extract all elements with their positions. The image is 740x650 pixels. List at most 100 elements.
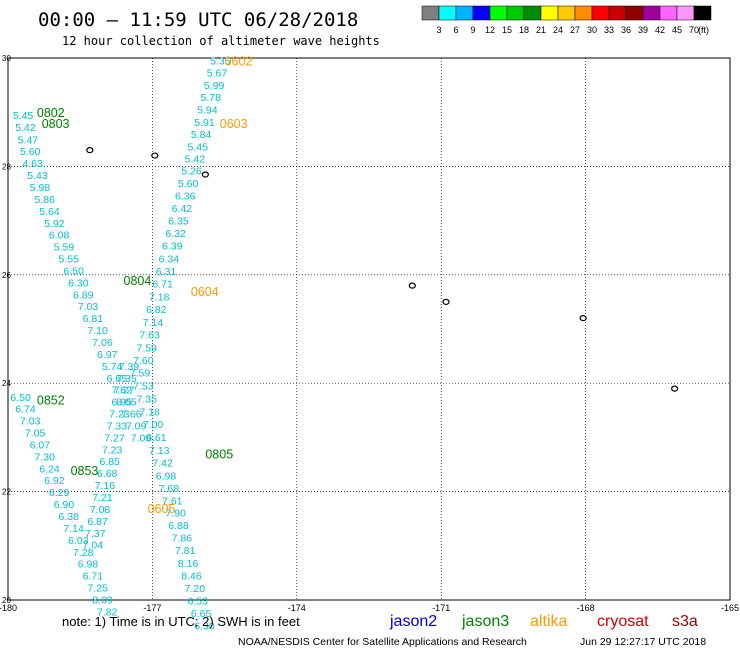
wave-height-point: 6.30 (68, 277, 89, 289)
wave-height-point: 6.31 (156, 266, 177, 278)
colorbar-tick: 15 (502, 25, 512, 35)
island-mark (408, 282, 416, 289)
wave-height-point: 6.97 (97, 349, 118, 361)
y-tick-label: 26 (2, 271, 11, 280)
track-time-label: 0603 (220, 117, 248, 131)
wave-height-point: 6.53 (188, 596, 209, 608)
footer-note: note: 1) Time is in UTC; 2) SWH is in fe… (62, 614, 300, 629)
colorbar-tick: 42 (655, 25, 665, 35)
wave-height-point: 7.16 (95, 480, 116, 492)
wave-height-point: 7.30 (34, 451, 55, 463)
colorbar-swatch (676, 5, 695, 21)
colorbar-tick: 24 (553, 25, 563, 35)
wave-height-point: 6.61 (146, 432, 167, 444)
wave-height-point: 7.18 (149, 291, 170, 303)
wave-height-point: 5.43 (27, 170, 48, 182)
wave-height-point: 7.27 (114, 385, 135, 397)
wave-height-point: 7.04 (83, 540, 104, 552)
wave-height-point: 5.42 (15, 122, 36, 134)
colorbar-swatch (659, 5, 678, 21)
wave-height-point: 6.32 (165, 228, 186, 240)
colorbar-swatch (693, 5, 712, 21)
map-grid (7, 57, 731, 601)
legend-cryosat: cryosat (597, 613, 649, 630)
colorbar-swatch (642, 5, 661, 21)
wave-height-point: 8.46 (181, 571, 202, 583)
plot-frame (7, 57, 731, 601)
wave-height-point: 5.99 (204, 80, 225, 92)
wave-height-point: 7.08 (90, 504, 111, 516)
colorbar-tick: 21 (536, 25, 546, 35)
wave-height-point: 6.34 (159, 254, 180, 266)
wave-height-point: 5.78 (201, 92, 222, 104)
chart-subtitle: 12 hour collection of altimeter wave hei… (62, 34, 380, 48)
colorbar-tick: 9 (470, 25, 475, 35)
colorbar-unit: (ft) (698, 25, 709, 35)
colorbar-tick: 33 (604, 25, 614, 35)
y-tick-label: 24 (2, 379, 11, 388)
wave-height-point: 7.61 (162, 495, 183, 507)
colorbar-tick: 39 (638, 25, 648, 35)
track-time-label: 0804 (124, 274, 152, 288)
wave-height-point: 6.29 (49, 487, 70, 499)
wave-height-point: 6.74 (15, 404, 36, 416)
colorbar-tick: 18 (519, 25, 529, 35)
wave-height-point: 5.42 (185, 153, 206, 165)
legend-s3a: s3a (672, 613, 698, 630)
wave-height-point: 7.18 (139, 406, 160, 418)
wave-height-point: 6.85 (99, 456, 120, 468)
wave-height-point: 7.06 (92, 337, 113, 349)
wave-height-point: 5.55 (59, 254, 80, 266)
colorbar-swatch (608, 5, 627, 21)
island-mark (671, 385, 679, 392)
wave-height-point: 7.00 (143, 419, 164, 431)
wave-height-point: 6.38 (59, 511, 80, 523)
colorbar-tick: 3 (436, 25, 441, 35)
wave-height-point: 7.10 (87, 325, 108, 337)
wave-height-point: 6.30 (194, 620, 215, 632)
island-mark (151, 152, 159, 159)
island-mark (442, 298, 450, 305)
wave-height-point: 7.37 (85, 528, 106, 540)
x-tick-label: -180 (0, 603, 17, 613)
y-tick-label: 22 (2, 488, 11, 497)
wave-height-point: 7.81 (175, 545, 196, 557)
colorbar-swatch (489, 5, 508, 21)
wave-height-point: 6.39 (162, 241, 183, 253)
wave-height-point: 7.66 (121, 409, 142, 421)
wave-height-point: 5.45 (188, 141, 209, 153)
wave-height-point: 8.05 (116, 397, 137, 409)
wave-height-point: 6.98 (78, 559, 99, 571)
wave-height-point: 6.42 (172, 203, 193, 215)
satellite-legend: jason2 jason3 altika cryosat s3a (389, 613, 698, 630)
colorbar-swatch (557, 5, 576, 21)
wave-height-point: 8.09 (92, 594, 113, 606)
wave-height-point: 6.50 (63, 265, 84, 277)
wave-height-point: 6.89 (73, 289, 94, 301)
wave-height-point: 4.63 (22, 158, 43, 170)
island-outlines (86, 147, 679, 392)
wave-height-point: 5.64 (39, 206, 60, 218)
wave-height-point: 5.60 (178, 178, 199, 190)
colorbar-tick: 12 (485, 25, 495, 35)
wave-height-point: 6.81 (83, 313, 104, 325)
colorbar-swatch (472, 5, 491, 21)
x-tick-label: -165 (721, 603, 739, 613)
chart-title: 00:00 – 11:59 UTC 06/28/2018 (38, 9, 358, 31)
wave-height-point: 6.68 (97, 468, 118, 480)
wave-height-point: 7.03 (78, 301, 99, 313)
wave-height-point: 5.45 (13, 110, 34, 122)
wave-height-point: 7.90 (165, 508, 186, 520)
wave-height-point: 7.25 (87, 583, 108, 595)
y-tick-label: 30 (2, 54, 11, 63)
colorbar-tick: 70 (689, 25, 699, 35)
wave-height-point: 7.05 (25, 428, 46, 440)
wave-height-point: 7.23 (109, 409, 130, 421)
wave-height-point: 5.59 (54, 242, 75, 254)
colorbar-swatch (421, 5, 440, 21)
colorbar-swatch (625, 5, 644, 21)
wave-height-point: 5.47 (18, 134, 39, 146)
wave-height-point: 6.98 (156, 470, 177, 482)
wave-height-point: 7.63 (139, 329, 160, 341)
colorbar-tick: 6 (453, 25, 458, 35)
